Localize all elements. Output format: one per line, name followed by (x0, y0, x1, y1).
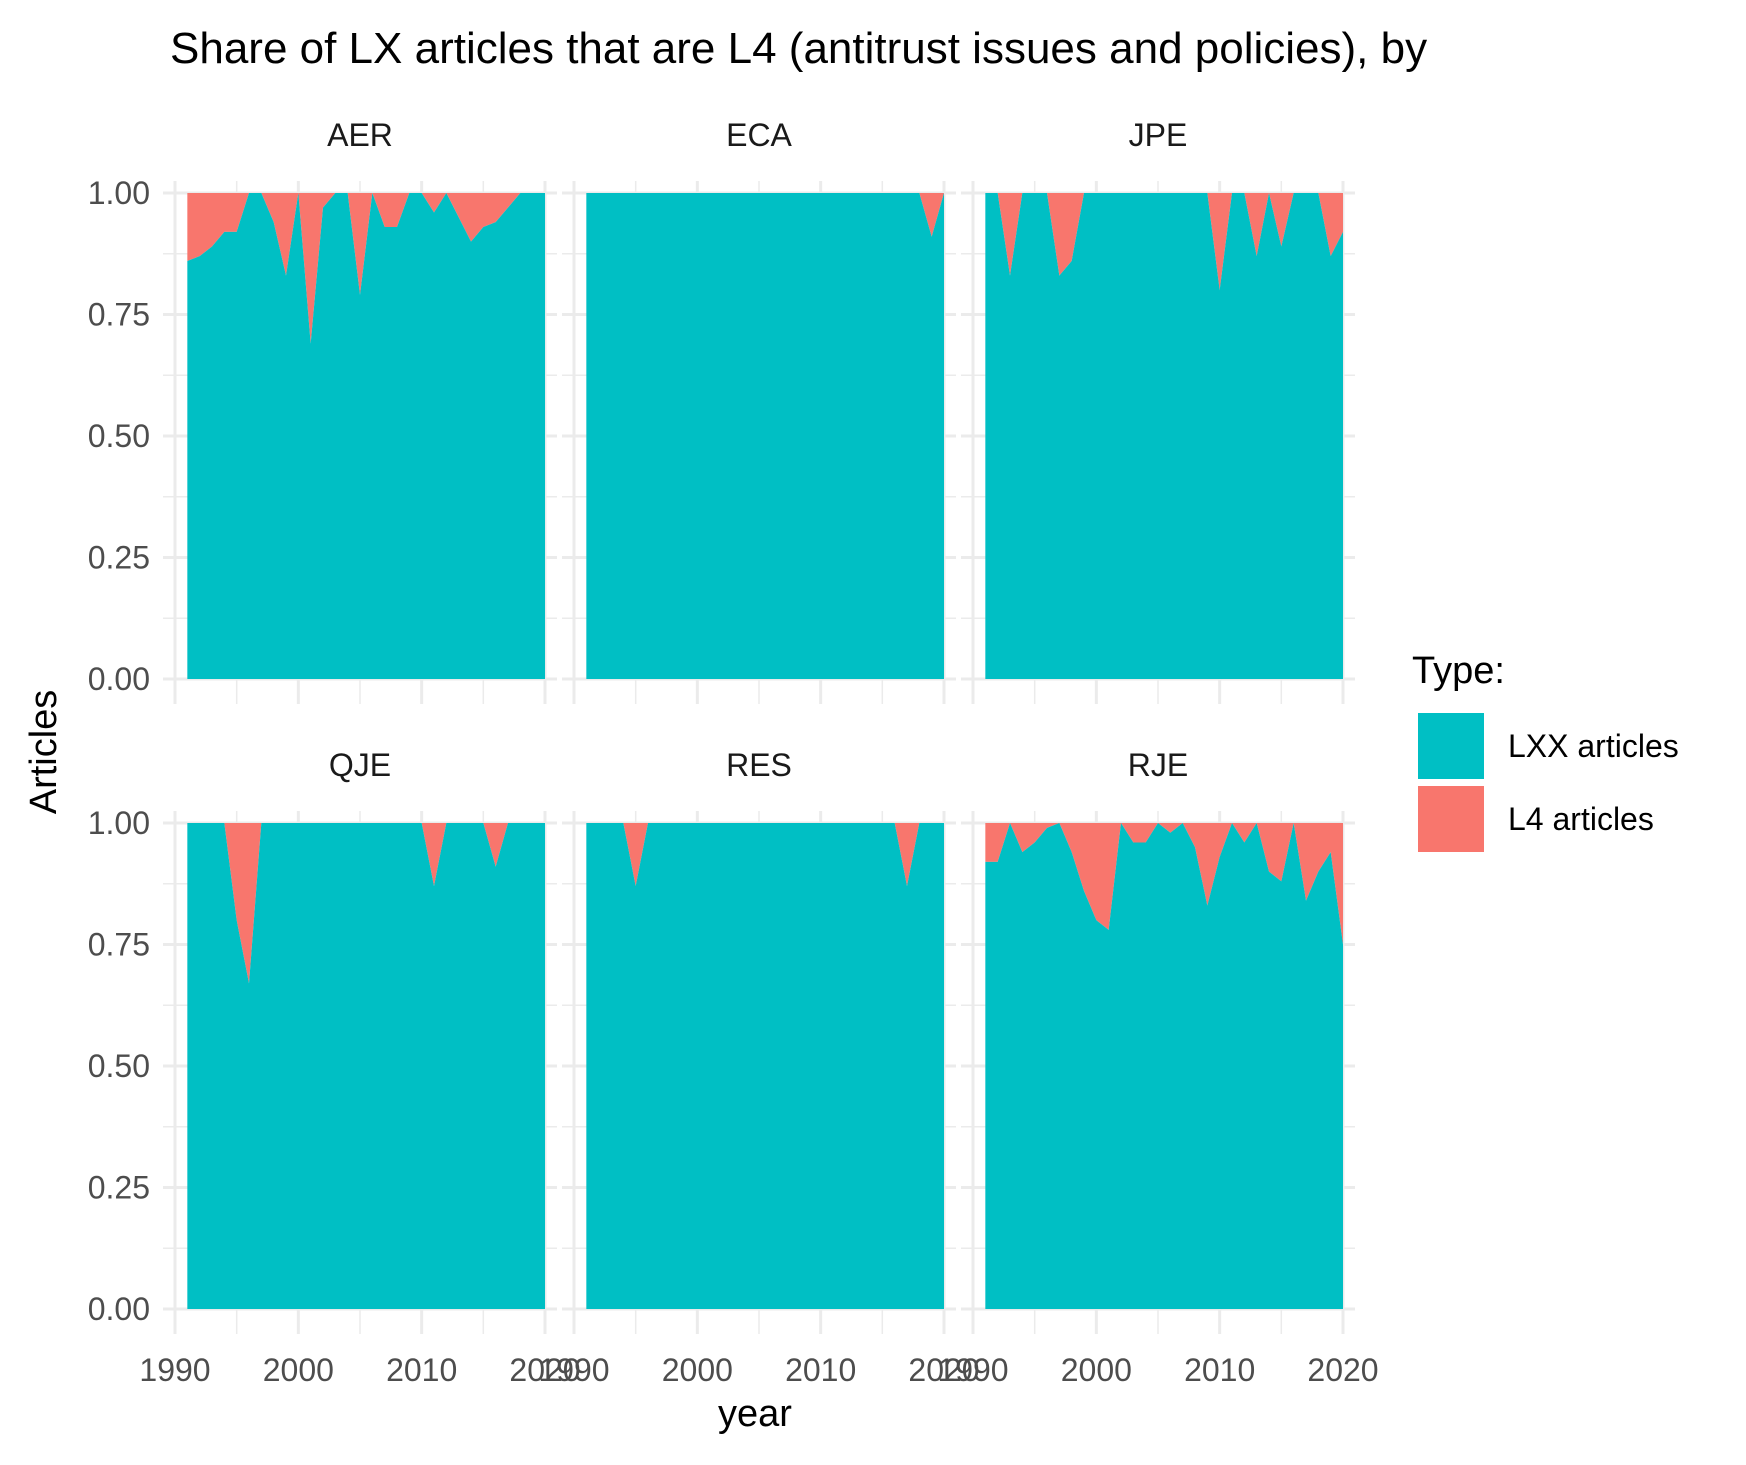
legend-swatch-l4 (1418, 786, 1484, 852)
x-tick-label: 1990 (937, 1352, 1008, 1388)
x-tick-label: 1990 (538, 1352, 609, 1388)
area-lxx-res (586, 823, 944, 1309)
x-tick-label: 2020 (908, 1352, 979, 1388)
y-tick-label: 1.00 (88, 175, 150, 211)
area-l4-res (586, 823, 944, 887)
y-axis-label: Articles (23, 690, 65, 815)
facet-label-res: RES (726, 747, 792, 783)
y-tick-label: 0.50 (88, 1048, 150, 1084)
facet-label-aer: AER (327, 117, 393, 153)
y-tick-label: 0.25 (88, 540, 150, 576)
facet-label-qje: QJE (329, 747, 391, 783)
x-axis-label: year (718, 1393, 792, 1435)
y-tick-label: 0.75 (88, 927, 150, 963)
area-l4-rje (985, 823, 1343, 945)
area-l4-jpe (985, 193, 1343, 291)
legend-label-lxx: LXX articles (1508, 728, 1679, 764)
axis-layer: AER 0.00 0.25 0.50 0.75 1.00 ECA JPE QJE 0.00 0.25… (88, 117, 1379, 1388)
y-tick-label: 0.75 (88, 297, 150, 333)
y-tick-label: 1.00 (88, 805, 150, 841)
y-tick-label: 0.50 (88, 418, 150, 454)
x-tick-label: 2010 (386, 1352, 457, 1388)
area-lxx-eca (586, 193, 944, 679)
area-lxx-jpe (985, 193, 1343, 679)
legend-label-l4: L4 articles (1508, 801, 1654, 837)
area-layer (187, 193, 1343, 1309)
facet-label-rje: RJE (1128, 747, 1188, 783)
x-tick-label: 2000 (1061, 1352, 1132, 1388)
y-tick-label: 0.00 (88, 661, 150, 697)
area-lxx-aer (187, 193, 546, 679)
legend-swatch-lxx (1418, 713, 1484, 779)
chart-title: Share of LX articles that are L4 (antitr… (170, 24, 1427, 73)
area-lxx-rje (985, 823, 1343, 1309)
legend: Type: LXX articles L4 articles (1412, 650, 1679, 852)
facet-label-jpe: JPE (1129, 117, 1188, 153)
area-l4-aer (187, 193, 546, 344)
x-tick-label: 2020 (509, 1352, 580, 1388)
legend-title: Type: (1412, 650, 1505, 692)
x-tick-label: 2010 (785, 1352, 856, 1388)
y-tick-label: 0.00 (88, 1291, 150, 1327)
x-tick-label: 1990 (139, 1352, 210, 1388)
y-tick-label: 0.25 (88, 1170, 150, 1206)
area-lxx-qje (187, 823, 546, 1309)
facet-label-eca: ECA (726, 117, 792, 153)
x-tick-label: 2000 (662, 1352, 733, 1388)
x-tick-label: 2020 (1307, 1352, 1378, 1388)
x-tick-label: 2010 (1184, 1352, 1255, 1388)
x-tick-label: 2000 (263, 1352, 334, 1388)
